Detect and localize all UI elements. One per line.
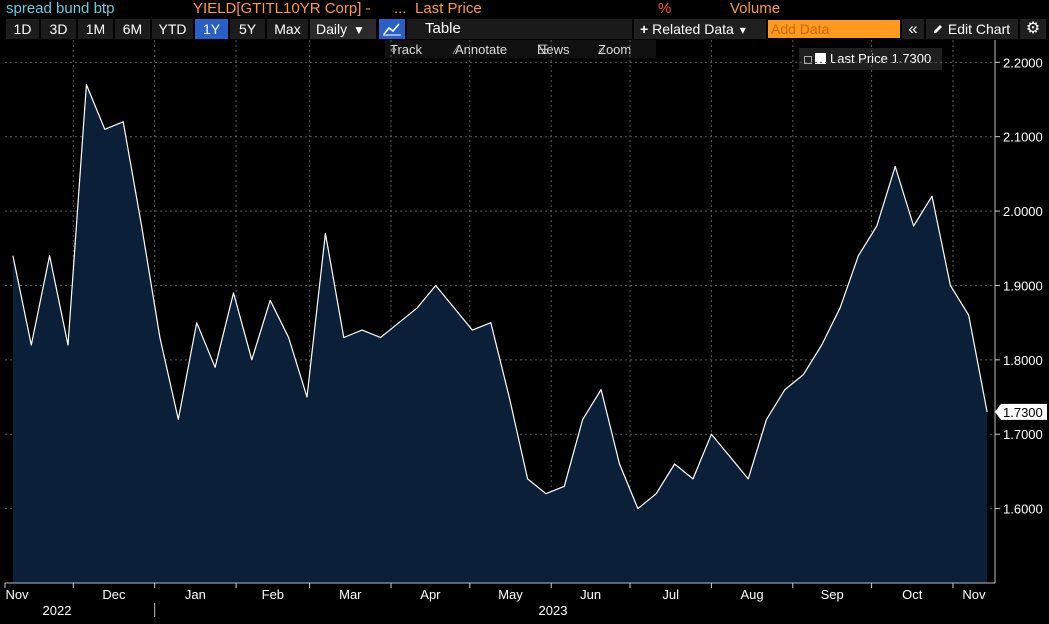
chart-title: spread bund btp [6, 0, 115, 17]
y-axis: 2.2000 2.1000 2.0000 1.9000 1.8000 1.7000 1.60… [994, 40, 1043, 583]
range-5y-button[interactable]: 5Y [230, 19, 265, 39]
chevron-down-icon: ▾ [739, 23, 746, 37]
x-tick-label: Jul [662, 587, 679, 602]
range-6m-button[interactable]: 6M [115, 19, 150, 39]
plus-icon: + [640, 21, 649, 37]
y-tick-label: 1.8000 [1003, 353, 1043, 368]
legend-checkbox[interactable] [804, 56, 812, 64]
x-axis: Nov Dec Jan Feb Mar Apr May Jun Jul Aug Sep Oct Nov 2… [4, 582, 995, 618]
field-name[interactable]: Last Price [415, 0, 482, 17]
chart-subtoolbar: ⌖ Track ∕ Annotate ☰ News ⌕ Zoom [385, 40, 656, 58]
chevron-down-icon: ▼ [353, 23, 365, 37]
range-3d-button[interactable]: 3D [41, 19, 76, 39]
legend-swatch [815, 53, 826, 64]
x-tick-label: Nov [962, 587, 986, 602]
x-year-label: 2022 [43, 603, 72, 618]
chart-legend: Last Price 1.7300 [799, 48, 942, 70]
frequency-label: Daily [316, 21, 348, 37]
price-line [12, 84, 988, 510]
x-tick-label: Aug [741, 587, 764, 602]
news-icon: ☰ [537, 42, 549, 57]
ellipsis[interactable]: ... [394, 0, 407, 17]
add-data-input[interactable] [768, 20, 900, 38]
legend-entry: Last Price 1.7300 [830, 48, 931, 70]
toolbar: 1D 3D 1M 6M YTD 1Y 5Y Max Daily ▼ Table … [0, 19, 1049, 39]
related-data-label: Related Data [652, 21, 734, 37]
crosshair-icon: ⌖ [390, 42, 398, 57]
last-price-label: 1.7300 [1003, 405, 1043, 420]
last-price-marker: 1.7300 [995, 403, 1047, 420]
x-tick-label: Dec [102, 587, 126, 602]
y-tick-label: 1.6000 [1003, 502, 1043, 517]
x-tick-label: Jun [580, 587, 601, 602]
last-price-tag [995, 403, 1047, 420]
magnifier-icon: ⌕ [598, 42, 606, 57]
x-tick-label: Oct [902, 587, 923, 602]
annotate-label: Annotate [455, 42, 508, 57]
range-1d-button[interactable]: 1D [6, 19, 39, 39]
y-tick-label: 1.9000 [1003, 278, 1043, 293]
x-tick-label: Feb [262, 587, 284, 602]
legend-value: 1.7300 [891, 51, 932, 66]
x-tick-label: Apr [420, 587, 441, 602]
x-tick-label: Jan [185, 587, 206, 602]
x-tick-label: Mar [339, 587, 362, 602]
collapse-button[interactable]: « [902, 19, 924, 39]
range-1m-button[interactable]: 1M [78, 19, 113, 39]
table-toggle[interactable]: Table [407, 19, 632, 39]
grid-lines [5, 40, 995, 583]
range-ytd-button[interactable]: YTD [152, 19, 193, 39]
edit-chart-label: Edit Chart [947, 21, 1011, 37]
table-label: Table [425, 20, 461, 37]
y-tick-label: 1.7000 [1003, 427, 1043, 442]
security-ticker[interactable]: YIELD[GTITL10YR Corp] - [193, 0, 371, 17]
price-area [12, 84, 988, 583]
pencil-icon [934, 25, 942, 33]
x-tick-label: May [498, 587, 523, 602]
related-data-dropdown[interactable]: + Related Data ▾ [634, 19, 766, 39]
volume-label[interactable]: Volume [730, 0, 781, 17]
double-chevron-left-icon: « [908, 19, 918, 38]
zoom-label: Zoom [598, 42, 632, 57]
settings-button[interactable]: ⚙ [1020, 19, 1046, 39]
range-max-button[interactable]: Max [267, 19, 308, 39]
y-tick-label: 2.0000 [1003, 204, 1043, 219]
unit-label: % [658, 0, 672, 17]
line-chart-button[interactable] [379, 19, 405, 39]
x-year-label: 2023 [539, 603, 568, 618]
x-tick-label: Sep [821, 587, 844, 602]
y-tick-label: 2.1000 [1003, 130, 1043, 145]
gear-icon: ⚙ [1025, 20, 1041, 37]
pencil-icon: ∕ [455, 42, 458, 57]
track-label: Track [390, 42, 423, 57]
line-chart-icon [383, 23, 401, 36]
range-1y-button[interactable]: 1Y [195, 19, 228, 39]
x-tick-label: Nov [5, 587, 29, 602]
y-tick-label: 2.2000 [1003, 55, 1043, 70]
news-label: News [537, 42, 570, 57]
chart-header: spread bund btp YIELD[GTITL10YR Corp] - … [0, 0, 1049, 18]
edit-chart-button[interactable]: Edit Chart [926, 19, 1018, 39]
frequency-dropdown[interactable]: Daily ▼ [310, 19, 376, 39]
legend-label: Last Price [830, 51, 888, 66]
